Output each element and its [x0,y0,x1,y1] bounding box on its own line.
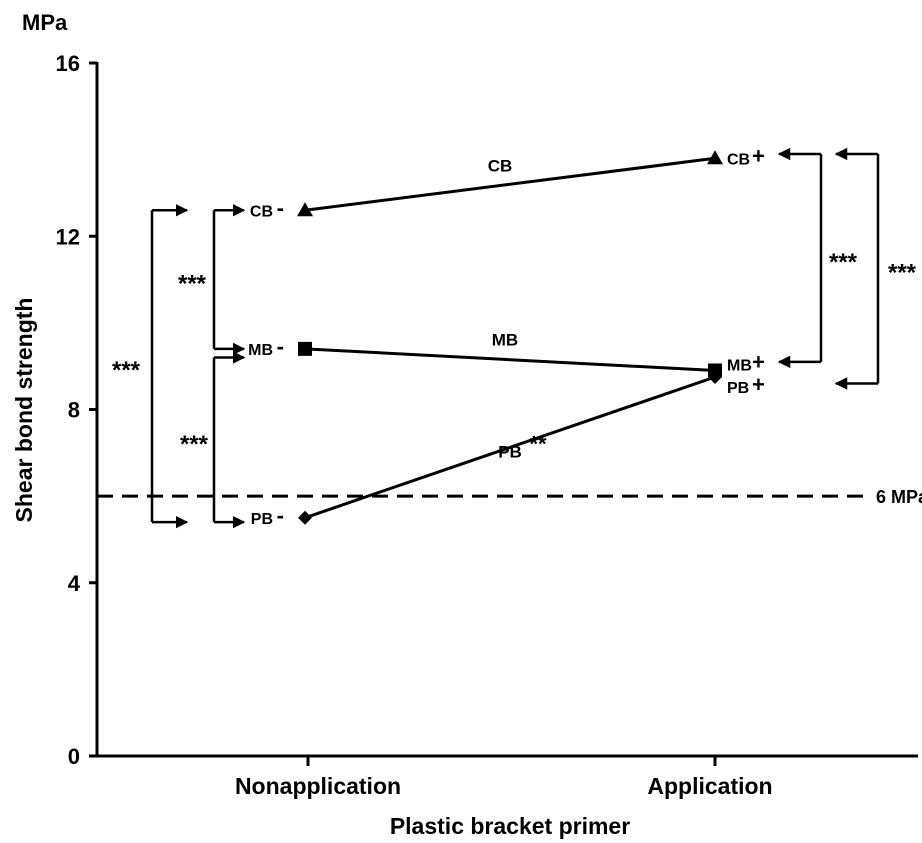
bracket-1: *** [180,351,246,529]
point-label-pb-application: PB [727,380,749,397]
point-sign-mb-application: + [752,350,765,375]
series-name-pb: PB [498,442,522,461]
x-axis-title: Plastic bracket primer [390,813,630,839]
series-name-mb: MB [492,330,518,349]
point-label-cb-application: CB [727,151,750,168]
point-label-mb-nonapplication: MB [248,342,273,359]
point-label-pb-nonapplication: PB [251,511,273,528]
marker-pb-nonapplication [298,510,312,525]
y-axis-title: Shear bond strength [11,298,37,523]
marker-cb-nonapplication [297,202,313,217]
point-sign-cb-application: + [752,143,765,168]
category-label-1: Application [647,773,772,799]
marker-mb-nonapplication [298,341,312,356]
series-significance-pb: ** [529,431,547,456]
point-sign-mb-nonapplication: - [277,334,284,359]
y-tick-label-0: 0 [68,744,80,769]
reference-line-group: 6 MPa [97,487,922,507]
y-tick-label-1: 4 [68,571,81,596]
bracket-label-2: *** [112,357,141,384]
bracket-label-0: *** [178,271,207,298]
bracket-0: *** [178,204,246,356]
point-sign-cb-nonapplication: - [277,195,284,220]
y-tick-label-4: 16 [56,51,80,76]
marker-cb-application [707,150,723,165]
reference-line-label: 6 MPa [876,487,922,507]
y-tick-label-3: 12 [56,224,80,249]
series-line-mb [304,347,716,373]
significance-brackets: *** *** *** *** *** [112,147,917,529]
series-line-pb [304,375,716,520]
x-ticks: Nonapplication Application [235,756,773,799]
bracket-label-1: *** [180,431,209,458]
bracket-4: *** [834,147,917,390]
series-pb: PB **PB -PB + [251,370,765,528]
bracket-label-3: *** [829,249,858,276]
bracket-3: *** [777,147,858,369]
unit-label: MPa [22,10,68,35]
marker-pb-application [708,370,722,385]
bracket-label-4: *** [888,260,917,287]
point-label-cb-nonapplication: CB [250,203,273,220]
y-tick-label-2: 8 [68,398,80,423]
point-label-mb-application: MB [727,358,752,375]
series-line-cb [304,156,716,212]
bracket-2: *** [112,204,189,529]
point-sign-pb-nonapplication: - [277,503,284,528]
y-ticks: 0 4 8 12 16 [56,51,97,769]
series-name-cb: CB [488,157,513,176]
category-label-0: Nonapplication [235,773,401,799]
point-sign-pb-application: + [752,372,765,397]
